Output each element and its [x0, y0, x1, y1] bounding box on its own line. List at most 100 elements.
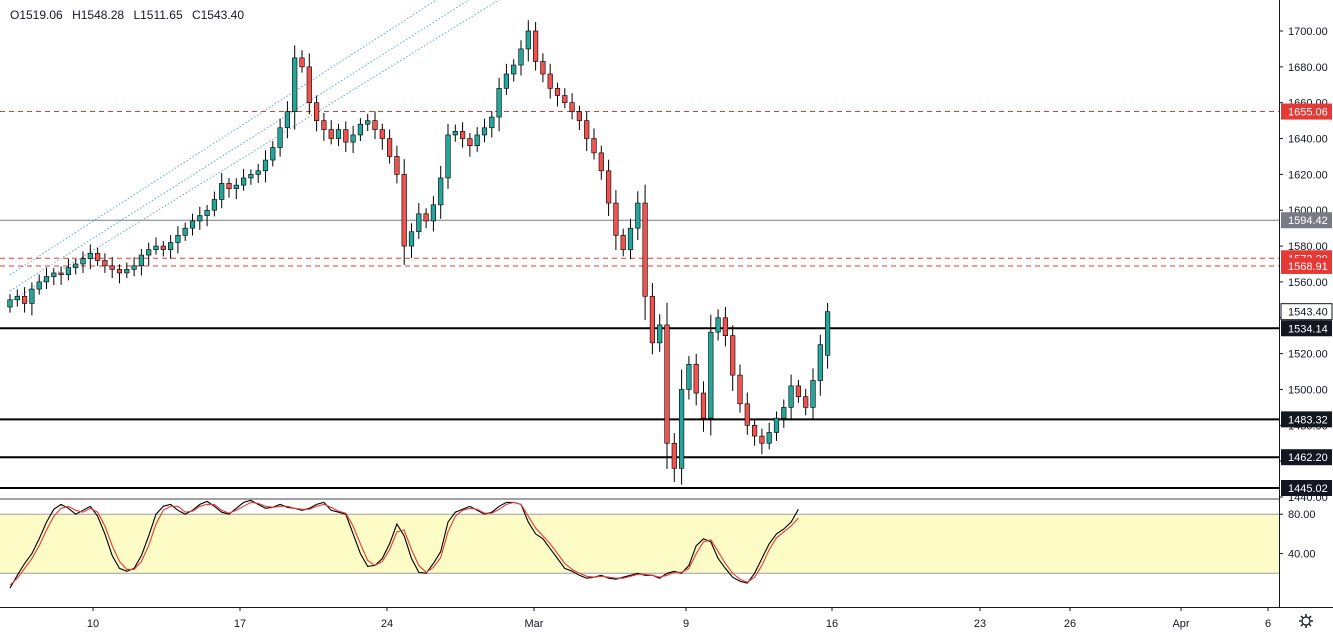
candle-body	[824, 311, 831, 356]
x-tick-label: Apr	[1172, 618, 1189, 630]
candle-down	[576, 105, 582, 131]
candle-down	[299, 50, 305, 73]
candle-body	[270, 147, 276, 161]
candle-body	[766, 432, 772, 444]
candle-down	[343, 121, 349, 153]
x-tick-label: 10	[87, 618, 99, 630]
candle-down	[394, 145, 400, 184]
stochastic-band	[0, 498, 1279, 574]
candle-up	[182, 222, 188, 241]
candle-down	[102, 253, 108, 273]
candle-down	[700, 381, 707, 432]
channel-line	[9, 0, 438, 276]
candle-up	[788, 374, 794, 421]
candle-body	[569, 102, 575, 112]
candle-body	[511, 64, 517, 75]
candle-up	[248, 169, 254, 185]
candles	[7, 20, 831, 485]
candle-body	[503, 73, 510, 89]
candle-up	[138, 248, 145, 276]
candle-down	[226, 178, 232, 198]
candle-body	[255, 170, 261, 175]
candle-body	[328, 129, 334, 139]
candle-up	[255, 163, 261, 183]
candle-body	[365, 120, 371, 125]
candle-body	[401, 174, 407, 247]
candle-up	[452, 124, 458, 142]
candle-up	[518, 40, 524, 76]
stochastic-tick-label: 80.00	[1288, 509, 1316, 521]
candle-body	[408, 231, 415, 247]
candle-body	[29, 288, 35, 304]
price-label-text: 1655.06	[1288, 107, 1328, 119]
candle-body	[576, 111, 582, 121]
price-label-1568-91: 1568.91	[1281, 257, 1332, 274]
candle-body	[65, 267, 71, 276]
candle-up	[503, 63, 510, 95]
candle-body	[678, 389, 685, 469]
candle-up	[445, 124, 451, 189]
candle-body	[87, 252, 93, 259]
price-label-text: 1543.40	[1288, 307, 1328, 319]
candle-body	[168, 242, 174, 250]
candle-up	[153, 237, 159, 255]
stochastic-lines	[9, 499, 799, 589]
candle-down	[737, 364, 743, 413]
candle-down	[372, 111, 378, 139]
candle-up	[233, 178, 239, 200]
candle-body	[803, 396, 809, 408]
candle-down	[540, 53, 546, 83]
candle-body	[313, 102, 320, 121]
candle-down	[532, 21, 539, 71]
candle-up	[189, 213, 196, 236]
candle-body	[423, 213, 429, 222]
candle-down	[693, 353, 699, 406]
candle-body	[277, 127, 283, 148]
candle-body	[532, 30, 539, 62]
candle-down	[671, 433, 677, 482]
candle-down	[591, 128, 597, 160]
y-tick-label: 1620.00	[1288, 169, 1328, 181]
candle-up	[489, 110, 495, 138]
candle-body	[21, 295, 28, 304]
stochastic-tick-label: 40.00	[1288, 549, 1316, 561]
candle-down	[730, 325, 736, 391]
candle-body	[51, 272, 57, 277]
candle-body	[635, 202, 641, 229]
candle-body	[109, 265, 115, 270]
candle-up	[175, 226, 181, 254]
candle-body	[781, 407, 787, 419]
candle-up	[292, 45, 298, 130]
candle-body	[175, 235, 181, 243]
price-label-1594-42: 1594.42	[1281, 212, 1332, 229]
candle-up	[65, 258, 71, 281]
candle-down	[21, 287, 28, 313]
candle-down	[160, 241, 166, 257]
candle-down	[328, 120, 334, 145]
candle-up	[14, 289, 20, 307]
candle-down	[649, 282, 655, 355]
price-label-box	[1281, 103, 1332, 120]
candle-body	[554, 88, 561, 96]
ohlc-close: C1543.40	[191, 8, 245, 22]
y-tick-label: 1580.00	[1288, 241, 1328, 253]
price-label-text: 1594.42	[1288, 215, 1328, 227]
candle-body	[189, 220, 196, 229]
candle-body	[73, 263, 79, 268]
candle-body	[642, 202, 648, 297]
candle-body	[241, 177, 247, 186]
candle-body	[379, 129, 385, 139]
candle-up	[496, 77, 502, 132]
candle-up	[766, 422, 772, 450]
settings-gear-icon[interactable]	[1298, 613, 1314, 629]
candle-body	[686, 364, 692, 390]
candle-body	[262, 159, 269, 172]
price-label-1445-02: 1445.02	[1281, 480, 1332, 497]
candle-body	[627, 227, 634, 250]
candle-up	[124, 262, 130, 278]
price-label-text: 1445.02	[1288, 483, 1328, 495]
candle-body	[700, 392, 707, 419]
price-label-1534-14: 1534.14	[1281, 320, 1332, 337]
